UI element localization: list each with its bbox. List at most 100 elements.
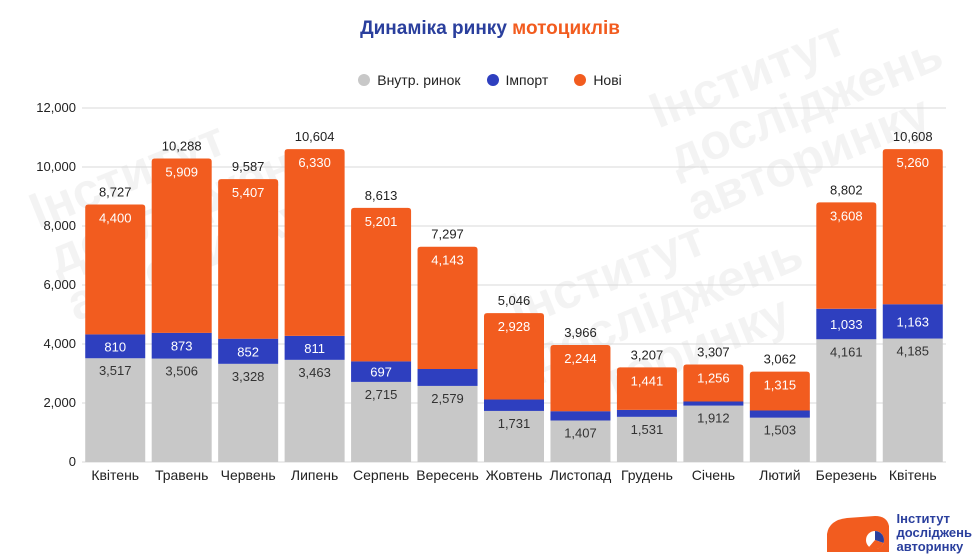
data-label-new: 5,260 — [896, 155, 929, 170]
data-label-domestic: 2,715 — [365, 387, 398, 402]
x-tick-label: Жовтень — [486, 467, 543, 483]
bar-domestic — [151, 358, 212, 462]
bar-new — [550, 345, 611, 412]
logo-line-1: Інститут — [896, 511, 951, 526]
data-label-total: 3,062 — [764, 352, 797, 367]
data-label-import: 852 — [237, 344, 259, 359]
bar-domestic — [417, 385, 478, 462]
bar-domestic — [749, 417, 810, 462]
x-tick-label: Грудень — [621, 467, 673, 483]
bar-import — [284, 335, 345, 360]
bar-domestic — [85, 358, 146, 462]
data-label-new: 5,407 — [232, 185, 265, 200]
legend-item-new: Нові — [574, 72, 622, 88]
data-label-domestic: 3,506 — [165, 364, 198, 379]
bar-domestic — [484, 410, 544, 462]
legend-label-import: Імпорт — [505, 72, 549, 88]
data-label-new: 6,330 — [298, 155, 331, 170]
bar-domestic — [218, 363, 279, 462]
legend-label-new: Нові — [593, 72, 622, 88]
data-label-import: 873 — [171, 339, 193, 354]
data-label-domestic: 2,579 — [431, 391, 464, 406]
logo-text: Інститут досліджень авторинку — [897, 512, 973, 554]
bar-domestic — [683, 405, 744, 462]
x-tick-label: Лютий — [759, 467, 800, 483]
chart-title-accent: мотоциклів — [512, 18, 620, 39]
x-tick-label: Травень — [155, 467, 208, 483]
x-tick-label: Березень — [816, 467, 877, 483]
data-label-domestic: 4,185 — [896, 344, 929, 359]
brand-logo: Інститут досліджень авторинку — [825, 512, 973, 554]
y-tick-label: 8,000 — [43, 218, 76, 233]
data-label-new: 4,143 — [431, 253, 464, 268]
bar-domestic — [351, 381, 412, 462]
data-label-total: 3,307 — [697, 344, 730, 359]
legend-swatch-domestic — [358, 74, 371, 86]
data-label-domestic: 1,531 — [631, 422, 664, 437]
x-tick-label: Листопад — [550, 467, 612, 483]
bar-new — [749, 371, 810, 411]
data-label-new: 1,256 — [697, 370, 730, 385]
bar-domestic — [616, 416, 677, 462]
bar-new — [616, 367, 677, 410]
bar-new — [882, 149, 943, 305]
bar-new — [484, 313, 544, 400]
data-label-domestic: 3,463 — [298, 365, 331, 380]
bar-import — [417, 368, 478, 386]
data-label-total: 8,727 — [99, 185, 132, 200]
legend-label-domestic: Внутр. ринок — [377, 72, 461, 88]
legend-swatch-new — [574, 74, 587, 86]
x-tick-label: Липень — [291, 467, 338, 483]
bar-import — [816, 308, 877, 340]
logo-line-3: авторинку — [896, 539, 964, 554]
bar-new — [816, 202, 877, 309]
chart-legend: Внутр. ринок Імпорт Нові — [0, 72, 980, 88]
data-label-domestic: 3,517 — [99, 363, 132, 378]
data-label-domestic: 1,912 — [697, 411, 730, 426]
data-label-total: 7,297 — [431, 227, 464, 242]
x-tick-label: Квітень — [91, 467, 139, 483]
y-tick-label: 12,000 — [36, 100, 76, 115]
bar-new — [351, 207, 412, 362]
bar-import — [749, 410, 810, 418]
legend-item-import: Імпорт — [486, 72, 549, 88]
bar-domestic — [882, 338, 943, 462]
data-label-total: 9,587 — [232, 159, 265, 174]
data-label-new: 1,315 — [764, 378, 797, 393]
x-tick-label: Вересень — [416, 467, 479, 483]
x-tick-label: Червень — [221, 467, 276, 483]
data-label-total: 8,802 — [830, 182, 863, 197]
bar-import — [85, 334, 146, 359]
data-label-total: 3,966 — [564, 325, 597, 340]
bar-new — [284, 149, 345, 336]
y-tick-label: 0 — [69, 454, 76, 469]
data-label-new: 5,909 — [165, 165, 198, 180]
data-label-new: 1,441 — [631, 373, 664, 388]
data-label-domestic: 1,731 — [498, 416, 531, 431]
data-label-total: 8,613 — [365, 188, 398, 203]
data-label-import: 811 — [304, 341, 325, 356]
y-tick-label: 10,000 — [36, 159, 76, 174]
y-tick-label: 2,000 — [43, 395, 76, 410]
bar-new — [151, 158, 212, 333]
logo-car-icon — [825, 512, 891, 554]
bar-new — [417, 246, 478, 369]
bar-domestic — [284, 359, 345, 462]
x-tick-label: Серпень — [353, 467, 409, 483]
x-tick-label: Січень — [692, 467, 735, 483]
data-label-domestic: 1,407 — [564, 425, 597, 440]
chart-title-main: Динаміка ринку — [360, 18, 507, 39]
data-label-total: 10,608 — [893, 129, 933, 144]
data-label-domestic: 4,161 — [830, 344, 863, 359]
legend-item-domestic: Внутр. ринок — [358, 72, 461, 88]
bar-domestic — [816, 339, 877, 462]
bar-import — [616, 409, 677, 417]
data-label-total: 10,288 — [162, 139, 202, 154]
bar-import — [683, 401, 744, 406]
data-label-new: 4,400 — [99, 211, 132, 226]
bar-import — [550, 411, 611, 421]
data-label-new: 3,608 — [830, 208, 863, 223]
data-label-import: 810 — [104, 339, 126, 354]
legend-swatch-import — [486, 74, 499, 86]
